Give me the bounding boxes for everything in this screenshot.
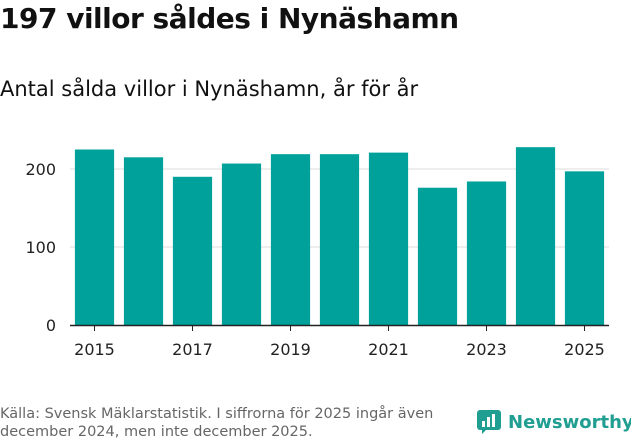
x-tick-label: 2017 xyxy=(172,340,213,359)
x-tick-label: 2021 xyxy=(368,340,409,359)
y-tick-label: 200 xyxy=(25,160,56,179)
chart-subtitle: Antal sålda villor i Nynäshamn, år för å… xyxy=(0,77,419,101)
bar-2024 xyxy=(515,147,556,325)
bar-2018 xyxy=(221,163,262,325)
x-tick-label: 2023 xyxy=(466,340,507,359)
bar-2022 xyxy=(417,187,458,325)
newsworthy-logo-icon xyxy=(477,410,501,434)
bar-2023 xyxy=(466,181,507,325)
source-note: Källa: Svensk Mäklarstatistik. I siffror… xyxy=(0,406,434,440)
y-tick-label: 100 xyxy=(25,238,56,257)
brand-logo[interactable]: Newsworthy xyxy=(476,409,631,435)
bar-2015 xyxy=(74,149,115,325)
bar-chart: 0 100 200 2015 2017 2019 2021 2023 2025 xyxy=(25,147,609,359)
x-tick-label: 2019 xyxy=(270,340,311,359)
bar-2025 xyxy=(564,171,605,325)
y-tick-label: 0 xyxy=(46,316,56,335)
bar-2016 xyxy=(123,157,164,325)
brand-name: Newsworthy xyxy=(508,411,631,433)
x-tick-label: 2015 xyxy=(74,340,115,359)
x-tick-label: 2025 xyxy=(564,340,605,359)
bar-2017 xyxy=(172,176,213,325)
bar-2020 xyxy=(319,154,360,325)
bar-2021 xyxy=(368,152,409,325)
chart-title: 197 villor såldes i Nynäshamn xyxy=(0,2,459,35)
bar-2019 xyxy=(270,154,311,325)
